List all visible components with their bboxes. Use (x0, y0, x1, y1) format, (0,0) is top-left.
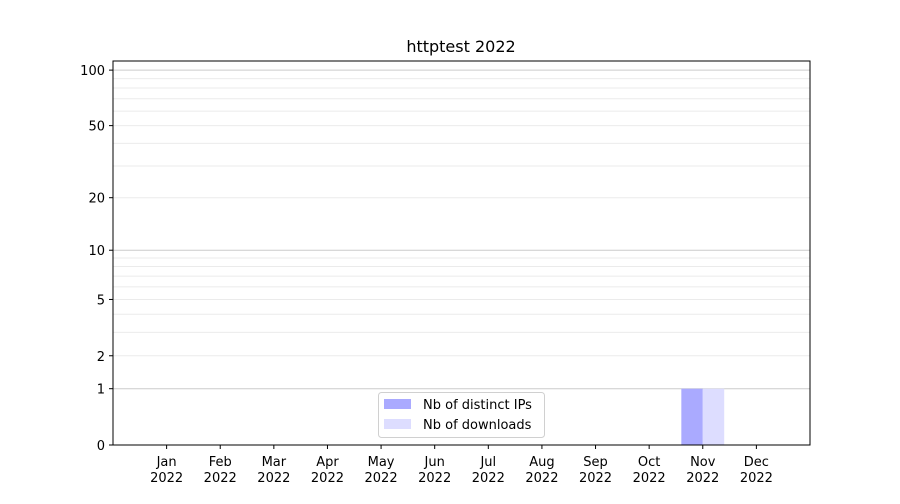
x-tick-label: Feb 2022 (204, 455, 237, 486)
legend-swatch-0 (384, 399, 411, 409)
x-tick-label: Oct 2022 (633, 455, 666, 486)
y-tick-label: 5 (97, 293, 105, 308)
y-tick-label: 20 (88, 192, 105, 207)
y-tick-label: 10 (88, 244, 105, 259)
legend: Nb of distinct IPs Nb of downloads (378, 392, 545, 438)
chart-title: httptest 2022 (406, 37, 515, 56)
legend-label-0: Nb of distinct IPs (423, 398, 532, 413)
x-tick-label: Mar 2022 (257, 455, 290, 486)
plot-frame (112, 60, 811, 446)
x-tick-label: Dec 2022 (740, 455, 773, 486)
y-tick-label: 50 (88, 120, 105, 135)
x-tick-label: Aug 2022 (525, 455, 558, 486)
y-axis: 0 1 2 5 10 20 50 100 (80, 64, 113, 454)
bar-0-10 (681, 388, 703, 445)
y-tick-label: 2 (97, 350, 105, 365)
x-axis: Jan 2022 Feb 2022 Mar 2022 Apr 2022 May 2022 Jun 20… (150, 445, 773, 486)
legend-box (378, 392, 545, 438)
legend-swatch-1 (384, 419, 411, 429)
x-tick-label: Jun 2022 (418, 455, 451, 486)
y-tick-label: 0 (97, 439, 105, 454)
x-tick-label: Jan 2022 (150, 455, 183, 486)
legend-label-1: Nb of downloads (423, 418, 532, 433)
bar-1-10 (702, 388, 725, 445)
x-tick-label: Nov 2022 (686, 455, 719, 486)
y-tick-label: 100 (80, 64, 105, 79)
x-tick-label: Jul 2022 (472, 455, 505, 486)
x-tick-label: Apr 2022 (311, 455, 344, 486)
y-tick-label: 1 (97, 383, 105, 398)
grid (113, 69, 810, 390)
x-tick-label: Sep 2022 (579, 455, 612, 486)
x-tick-label: May 2022 (365, 455, 398, 486)
bars (681, 388, 725, 445)
